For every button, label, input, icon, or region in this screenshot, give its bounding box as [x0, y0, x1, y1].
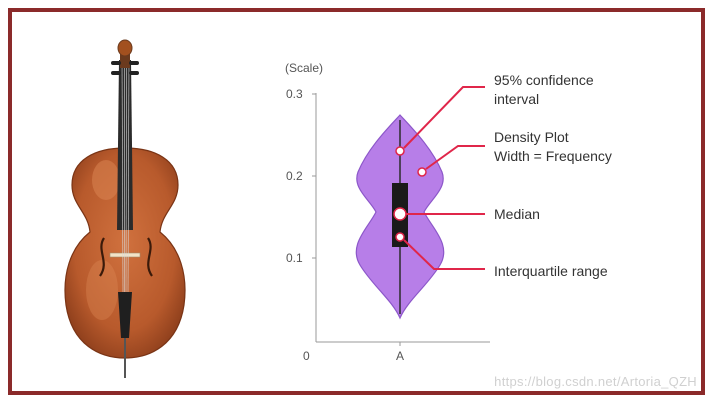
cello-highlight-lower	[86, 260, 118, 320]
cello-scroll	[117, 39, 133, 57]
iqr-label: Interquartile range	[494, 263, 608, 279]
interquartile-marker	[395, 232, 405, 242]
chart-axes: (Scale) 0.3 0.2 0.1 0 A	[285, 61, 490, 363]
ci-label-line1: 95% confidence	[494, 72, 594, 88]
density-marker	[417, 167, 427, 177]
iqr-leader-line	[403, 239, 485, 270]
ci-label-line2: interval	[494, 91, 539, 107]
y-tick-label-0.3: 0.3	[286, 87, 303, 101]
cello-bridge	[109, 252, 141, 258]
median-marker	[393, 207, 407, 221]
x-zero-label: 0	[303, 349, 310, 363]
cello-fingerboard	[117, 60, 133, 230]
density-leader-line	[425, 145, 485, 170]
median-label: Median	[494, 206, 540, 222]
watermark-text: https://blog.csdn.net/Artoria_QZH	[494, 374, 697, 389]
confidence-interval-marker	[395, 146, 405, 156]
cello-neck	[120, 52, 130, 68]
y-tick-label-0.2: 0.2	[286, 169, 303, 183]
y-axis-title: (Scale)	[285, 61, 323, 75]
x-category-label: A	[396, 349, 404, 363]
annotation-lines	[403, 86, 485, 270]
density-label-line2: Width = Frequency	[494, 148, 612, 164]
cello-pegs	[111, 61, 139, 75]
cello-f-hole-right	[147, 237, 153, 277]
cello-tailpiece	[118, 292, 132, 338]
cello-highlight-upper	[92, 160, 120, 200]
cello-illustration	[64, 39, 186, 378]
y-tick-label-0.1: 0.1	[286, 251, 303, 265]
cello-f-hole-left	[99, 237, 105, 277]
density-label-line1: Density Plot	[494, 129, 569, 145]
cello-strings	[121, 59, 130, 293]
ci-leader-line	[403, 86, 485, 149]
